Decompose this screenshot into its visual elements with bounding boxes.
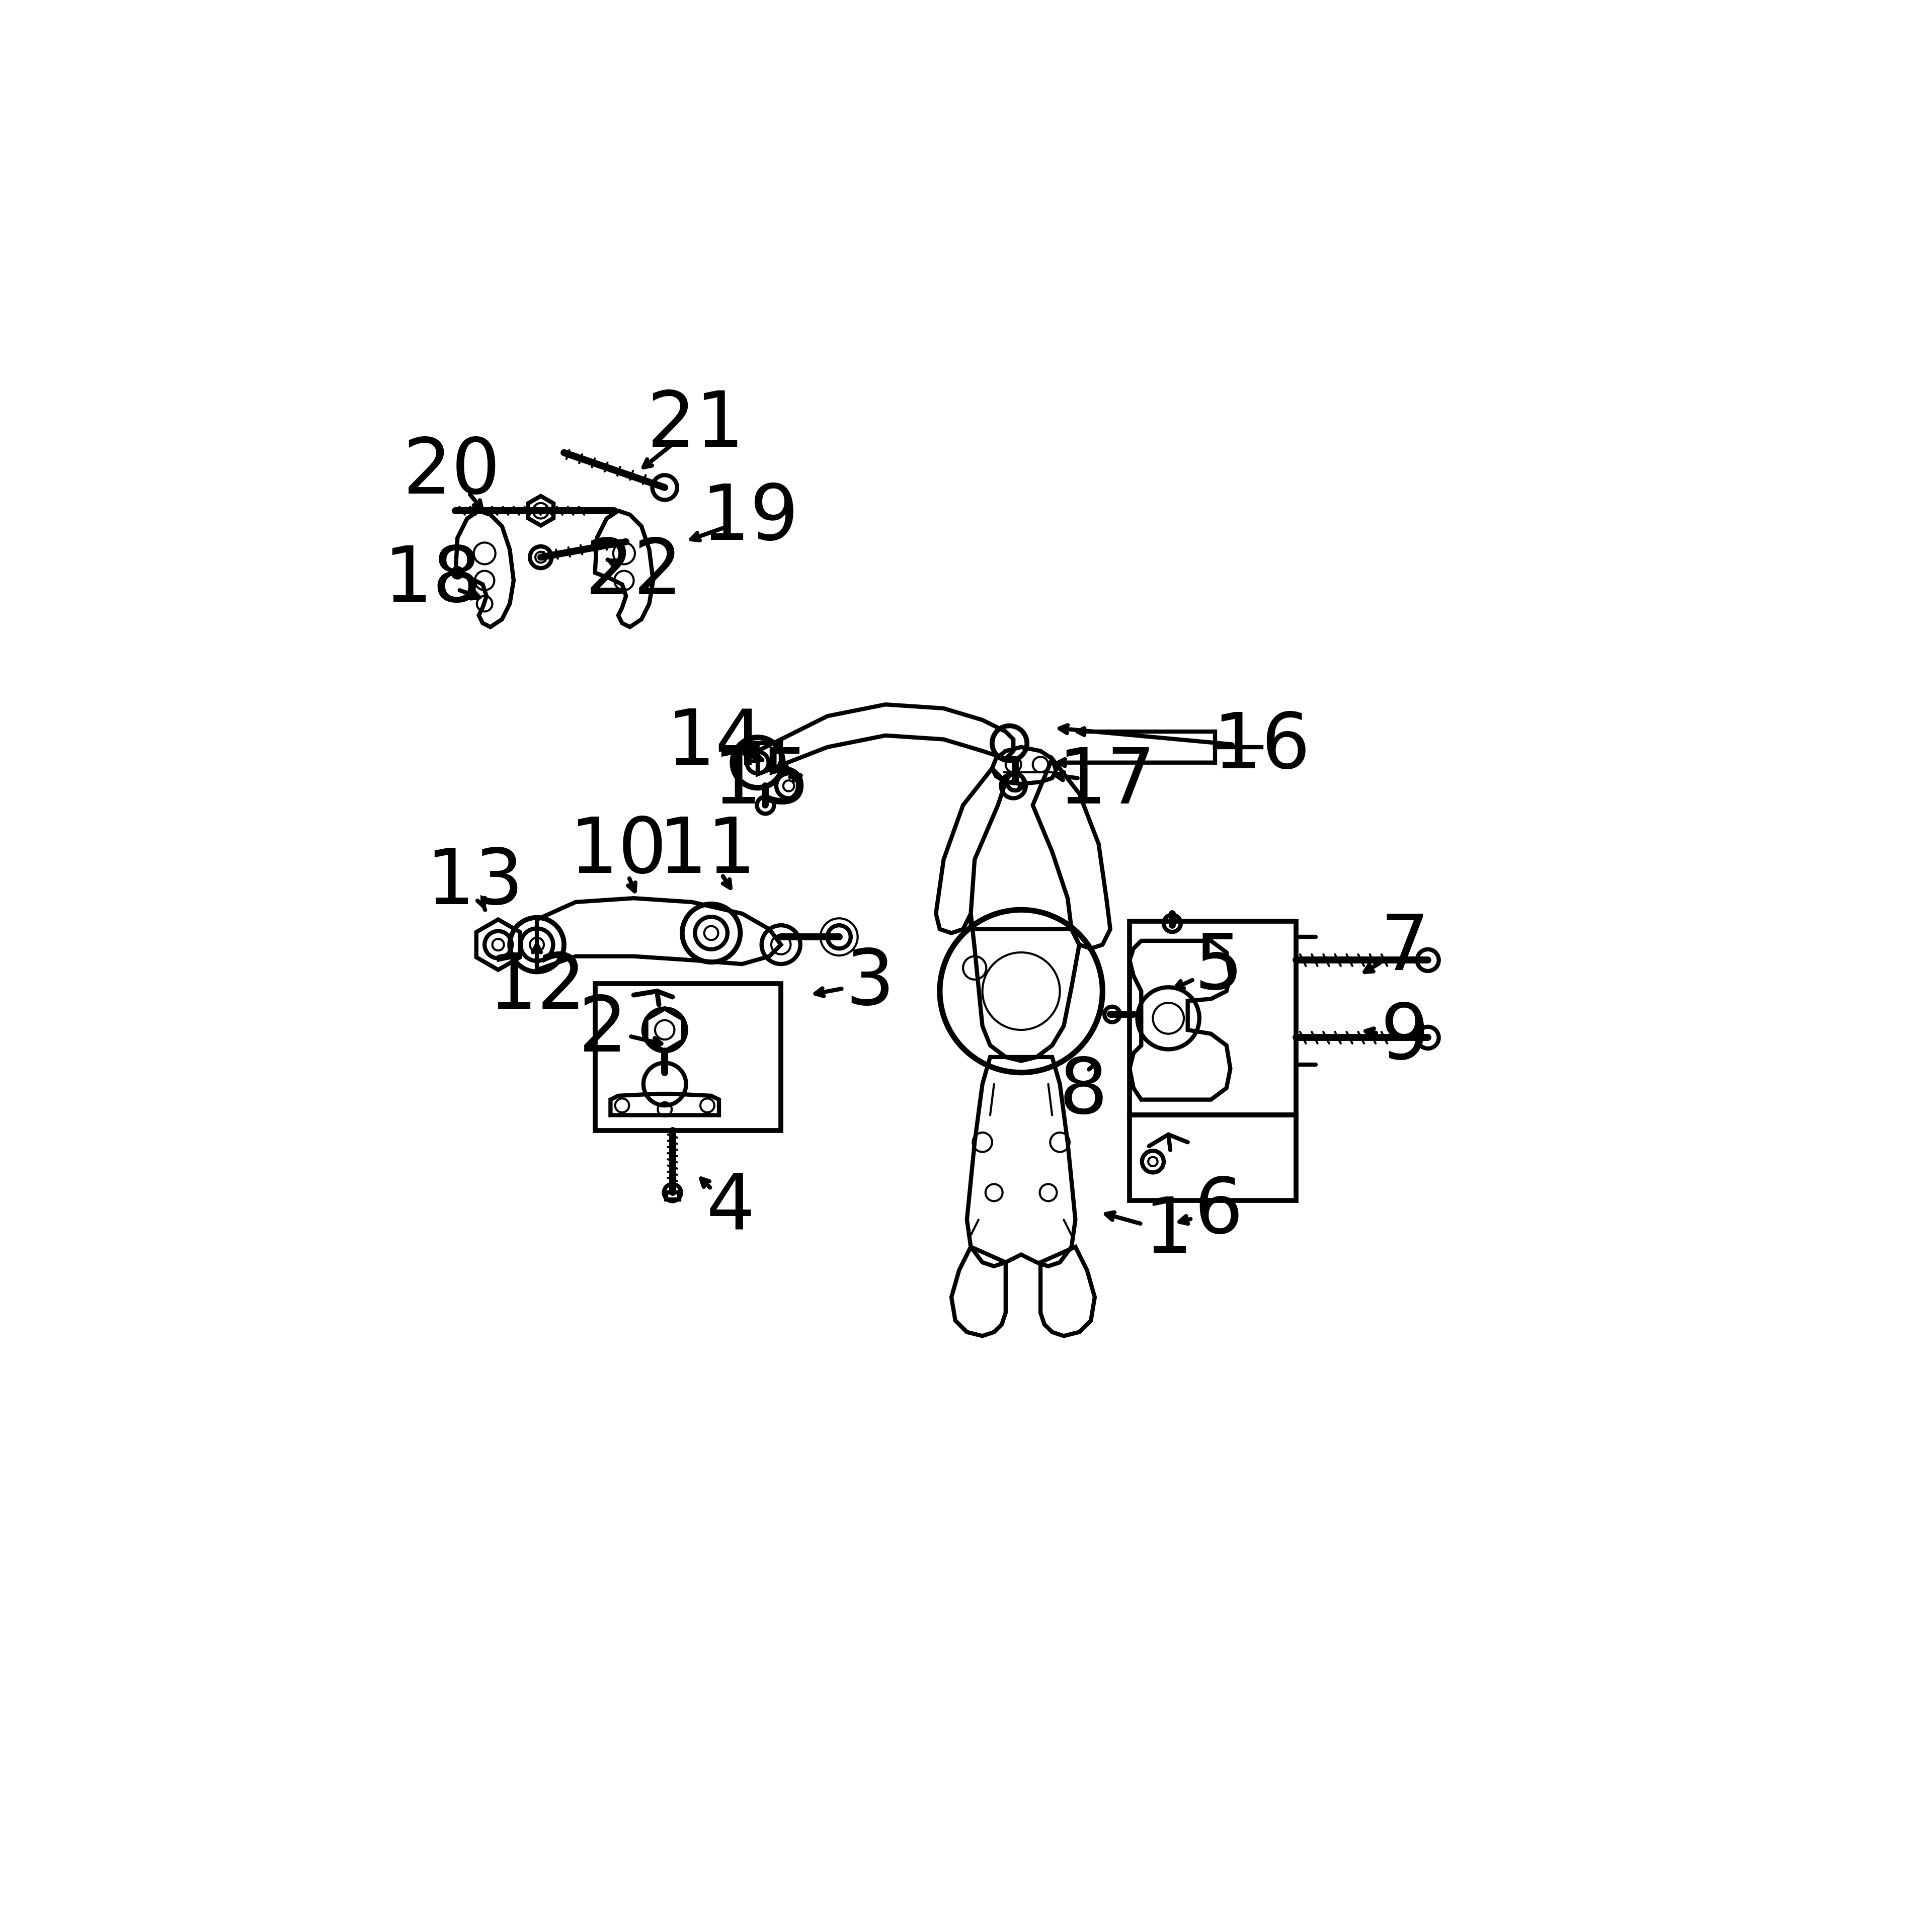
Text: 13: 13 bbox=[425, 844, 524, 920]
Text: 17: 17 bbox=[1057, 744, 1155, 819]
Text: 8: 8 bbox=[1059, 1055, 1107, 1130]
Text: 18: 18 bbox=[383, 543, 481, 618]
Text: 21: 21 bbox=[647, 388, 744, 464]
Text: 14: 14 bbox=[667, 705, 763, 781]
Bar bbox=[667, 1192, 678, 1200]
Text: 20: 20 bbox=[402, 435, 500, 510]
Text: 4: 4 bbox=[705, 1171, 755, 1246]
Bar bbox=[1130, 1115, 1296, 1200]
Text: 1: 1 bbox=[1144, 1194, 1192, 1269]
Text: 19: 19 bbox=[701, 481, 800, 556]
Text: 10: 10 bbox=[570, 813, 667, 889]
Text: 5: 5 bbox=[1194, 931, 1242, 1005]
Bar bbox=[595, 983, 781, 1130]
Circle shape bbox=[452, 568, 462, 578]
Text: 12: 12 bbox=[489, 951, 585, 1024]
Text: 11: 11 bbox=[659, 813, 755, 889]
Text: 7: 7 bbox=[1379, 912, 1430, 985]
Text: 22: 22 bbox=[585, 535, 682, 611]
Bar bbox=[1130, 922, 1296, 1115]
Text: 16: 16 bbox=[1213, 709, 1310, 784]
Text: 2: 2 bbox=[578, 993, 628, 1066]
Text: 3: 3 bbox=[846, 947, 895, 1020]
Text: 15: 15 bbox=[713, 744, 811, 819]
Text: 6: 6 bbox=[1194, 1175, 1242, 1250]
Text: 9: 9 bbox=[1379, 1001, 1430, 1074]
